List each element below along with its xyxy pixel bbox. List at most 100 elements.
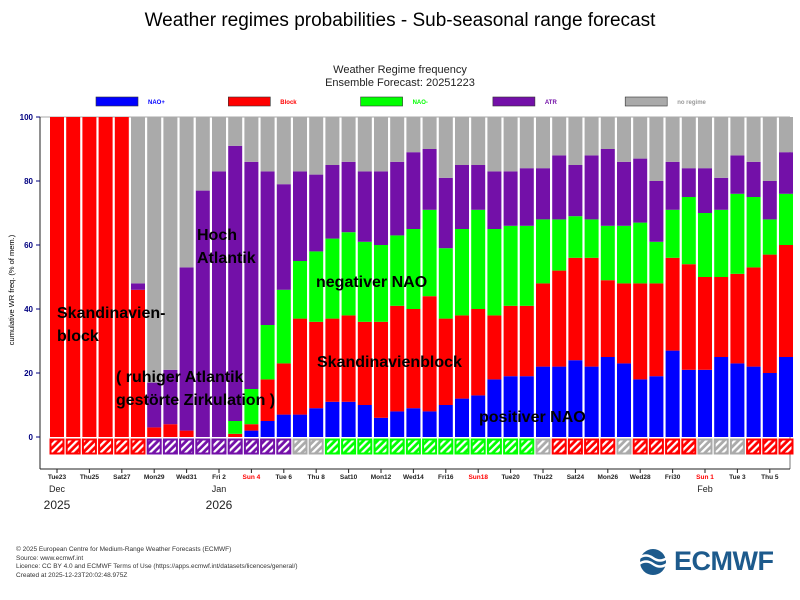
bar-segment-block — [244, 424, 259, 431]
bar-segment-atr — [131, 283, 145, 290]
bar-segment-nao- — [665, 209, 680, 258]
footer-licence: Licence: CC BY 4.0 and ECMWF Terms of Us… — [16, 563, 298, 571]
bar-segment-block — [762, 254, 777, 373]
annotation-hoch: Atlantik — [197, 250, 256, 267]
bar-segment-block — [665, 257, 680, 351]
bar-segment-no-regime — [714, 117, 729, 178]
bar-segment-nao- — [730, 363, 745, 437]
bar-segment-nao- — [325, 238, 340, 319]
bar-segment-nao- — [746, 366, 761, 437]
dominant-regime-hatch — [569, 440, 581, 453]
bar-segment-no-regime — [163, 117, 178, 370]
dominant-regime-hatch — [780, 440, 792, 453]
bar-segment-no-regime — [552, 117, 567, 156]
bar-segment-no-regime — [649, 117, 664, 181]
bar-segment-nao- — [698, 213, 712, 277]
dominant-regime-hatch — [618, 440, 630, 453]
bar-segment-no-regime — [471, 117, 486, 165]
x-tick-label: Sat10 — [340, 474, 358, 481]
x-tick-label: Sun 1 — [696, 474, 714, 481]
bar-segment-block — [228, 433, 243, 437]
bar-segment-nao- — [779, 193, 793, 245]
bar-segment-nao- — [584, 219, 599, 258]
bar-segment-block — [260, 379, 275, 421]
bar-segment-block — [779, 245, 793, 357]
legend-label: ATR — [545, 100, 558, 106]
bar-segment-atr — [276, 184, 291, 290]
dominant-regime-hatch — [278, 440, 290, 453]
bar-segment-atr — [341, 161, 356, 233]
bar-segment-nao- — [600, 225, 615, 281]
bar-segment-nao- — [341, 232, 356, 316]
bar-segment-nao- — [633, 379, 648, 437]
bar-segment-nao- — [762, 373, 777, 437]
bar-segment-block — [276, 363, 291, 415]
bar-segment-block — [519, 305, 534, 377]
bar-segment-nao- — [341, 401, 356, 437]
bar-segment-nao- — [519, 225, 534, 306]
x-tick-label: Wed28 — [630, 474, 651, 481]
bar-segment-nao- — [357, 405, 372, 437]
bar-segment-nao- — [681, 197, 696, 265]
bar-segment-no-regime — [276, 117, 291, 185]
dominant-regime-hatch — [391, 440, 403, 453]
dominant-regime-hatch — [634, 440, 646, 453]
dominant-regime-hatch — [488, 440, 500, 453]
bar-segment-block — [698, 277, 712, 370]
bar-segment-block — [487, 315, 502, 380]
bar-segment-block — [293, 318, 307, 415]
footer-copyright: © 2025 European Centre for Medium-Range … — [16, 546, 232, 553]
ecmwf-logo-text: ECMWF — [674, 546, 774, 576]
bar-segment-nao- — [471, 209, 486, 309]
annotation-skand2: Skandinavienblock — [317, 354, 462, 371]
year-label: 2025 — [44, 498, 71, 512]
bar-segment-block — [568, 257, 583, 361]
bar-segment-nao- — [698, 369, 712, 437]
bar-segment-atr — [195, 190, 210, 437]
bar-segment-nao- — [568, 216, 583, 258]
bar-segment-atr — [487, 171, 502, 229]
dominant-regime-hatch — [748, 440, 760, 453]
bar-segment-atr — [600, 149, 615, 226]
bar-segment-atr — [681, 168, 696, 197]
bar-segment-no-regime — [212, 117, 226, 172]
annotation-ruhig: gestörte Zirkulation ) — [116, 392, 275, 409]
dominant-regime-hatch — [521, 440, 533, 453]
bar-segment-block — [422, 296, 437, 412]
bar-segment-atr — [665, 161, 680, 210]
x-tick-label: Fri16 — [438, 474, 454, 481]
bar-segment-block — [390, 305, 405, 412]
x-tick-label: Tue 6 — [276, 474, 293, 481]
bar-segment-atr — [260, 171, 275, 325]
bar-segment-nao- — [779, 357, 793, 437]
dominant-regime-hatch — [586, 440, 598, 453]
bar-segment-nao- — [357, 241, 372, 322]
bar-segment-atr — [503, 171, 518, 226]
dominant-regime-hatch — [731, 440, 743, 453]
dominant-regime-hatch — [310, 440, 322, 453]
bar-segment-block — [357, 321, 372, 405]
bar-segment-no-regime — [762, 117, 777, 181]
bar-segment-block — [163, 424, 178, 437]
month-label: Dec — [49, 484, 66, 494]
bar-segment-atr — [584, 155, 599, 220]
x-tick-label: Tue20 — [501, 474, 520, 481]
annotation-skand1: Skandinavien- — [57, 305, 165, 322]
x-tick-label: Sat27 — [113, 474, 131, 481]
dominant-regime-hatch — [181, 440, 193, 453]
dominant-regime-hatch — [148, 440, 160, 453]
bar-segment-nao- — [276, 414, 291, 437]
bar-segment-no-regime — [244, 117, 259, 162]
bar-segment-atr — [730, 155, 745, 194]
dominant-regime-hatch — [294, 440, 306, 453]
bar-segment-nao- — [374, 245, 388, 322]
bar-segment-nao- — [568, 360, 583, 437]
bar-segment-nao- — [600, 357, 615, 437]
y-tick-label: 80 — [24, 177, 33, 186]
bar-segment-atr — [309, 174, 324, 252]
dominant-regime-hatch — [326, 440, 338, 453]
bar-segment-nao- — [617, 225, 631, 284]
bar-segment-no-regime — [633, 117, 648, 159]
footer-source: Source: www.ecmwf.int — [16, 554, 84, 562]
dominant-regime-hatch — [245, 440, 257, 453]
